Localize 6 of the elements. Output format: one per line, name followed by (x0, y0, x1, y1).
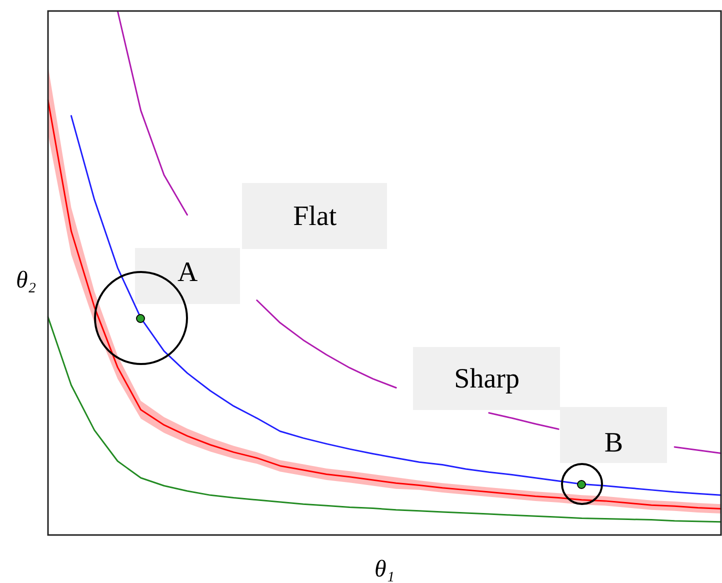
y-axis-title: θ₂ (16, 267, 36, 294)
annotation: B (604, 428, 623, 459)
annotation: A (178, 257, 199, 288)
annotation: Flat (293, 201, 337, 232)
annotation: Sharp (454, 364, 520, 395)
x-axis-title: θ₁ (374, 556, 395, 582)
